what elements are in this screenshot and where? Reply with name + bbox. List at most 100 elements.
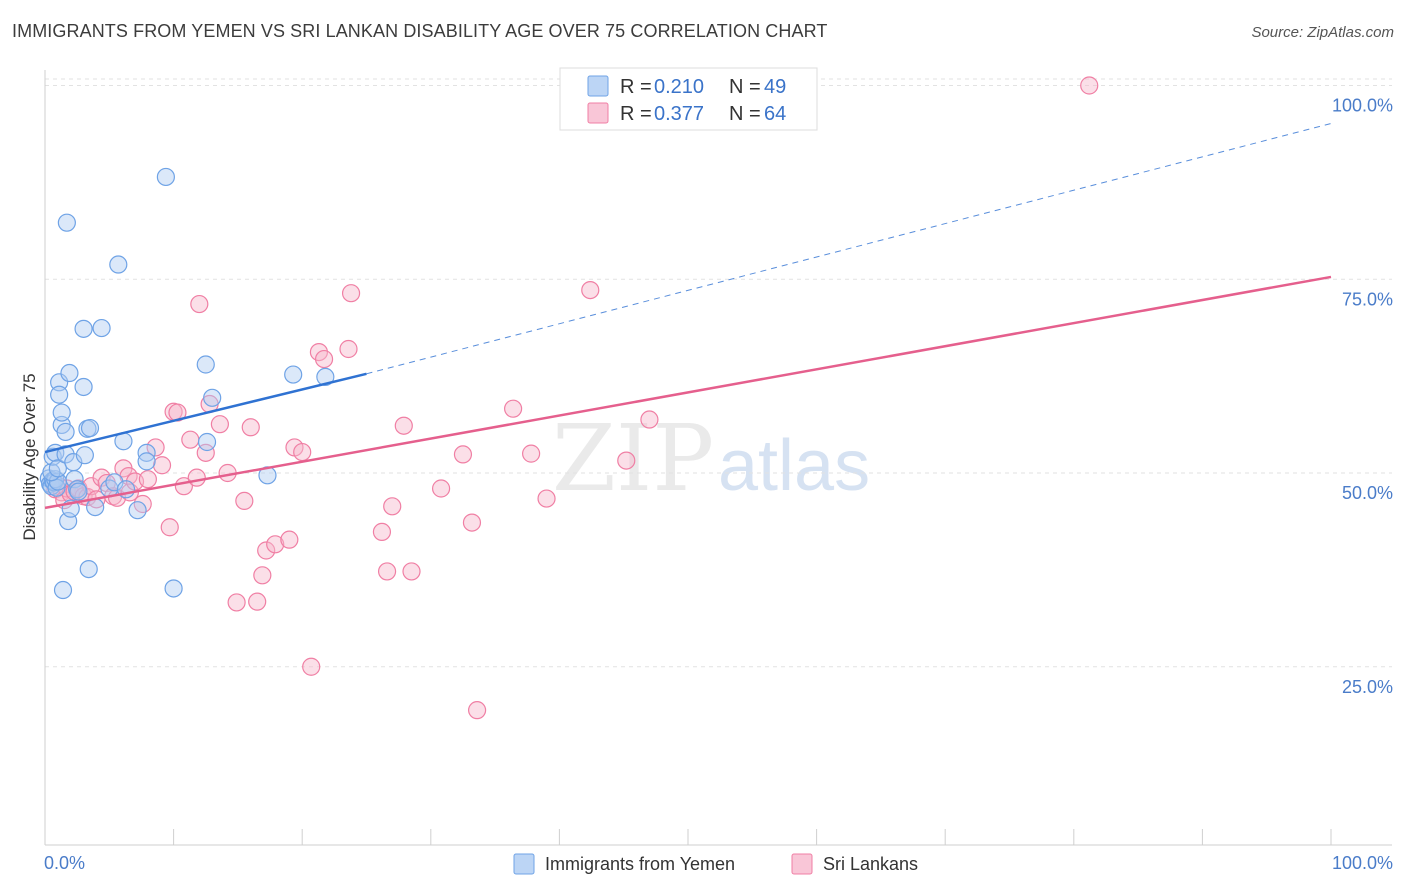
data-point-sri-lankans bbox=[467, 701, 487, 720]
data-point-sri-lankans bbox=[227, 593, 246, 612]
data-point-immigrants-from-yemen bbox=[197, 432, 217, 452]
data-point-sri-lankans bbox=[372, 522, 392, 542]
data-point-sri-lankans bbox=[280, 530, 299, 549]
data-point-immigrants-from-yemen bbox=[316, 367, 335, 386]
data-point-immigrants-from-yemen bbox=[80, 418, 100, 438]
data-point-immigrants-from-yemen bbox=[128, 501, 147, 520]
data-point-sri-lankans bbox=[504, 399, 523, 418]
series-sri-lankans bbox=[46, 76, 1099, 720]
data-point-immigrants-from-yemen bbox=[79, 559, 98, 579]
data-point-immigrants-from-yemen bbox=[203, 388, 222, 407]
data-point-sri-lankans bbox=[146, 438, 165, 457]
data-point-sri-lankans bbox=[339, 339, 358, 359]
data-point-sri-lankans bbox=[402, 562, 421, 581]
data-point-sri-lankans bbox=[383, 497, 402, 516]
data-point-immigrants-from-yemen bbox=[53, 580, 73, 600]
data-point-immigrants-from-yemen bbox=[74, 319, 93, 338]
data-point-immigrants-from-yemen bbox=[156, 167, 175, 187]
legend-n-label-sri-lankans: N = bbox=[729, 103, 761, 125]
data-point-sri-lankans bbox=[138, 470, 157, 489]
data-point-immigrants-from-yemen bbox=[52, 403, 71, 422]
data-point-immigrants-from-yemen bbox=[164, 579, 183, 598]
data-point-immigrants-from-yemen bbox=[75, 446, 94, 465]
data-point-sri-lankans bbox=[253, 566, 272, 585]
watermark-zip: ZIP bbox=[552, 405, 714, 512]
data-point-sri-lankans bbox=[377, 562, 397, 581]
trend-line-sri-lankans bbox=[44, 275, 1332, 510]
legend-r-value-sri-lankans: 0.377 bbox=[654, 103, 704, 125]
data-point-sri-lankans bbox=[314, 349, 334, 369]
legend-swatch-sri-lankans bbox=[587, 102, 609, 124]
data-point-immigrants-from-yemen bbox=[69, 482, 88, 501]
data-point-sri-lankans bbox=[522, 444, 541, 463]
data-point-immigrants-from-yemen bbox=[57, 213, 76, 232]
data-point-sri-lankans bbox=[187, 468, 206, 487]
legend-r-value-yemen: 0.210 bbox=[654, 76, 704, 98]
data-point-sri-lankans bbox=[1080, 76, 1099, 95]
x-axis-ticks bbox=[44, 829, 1332, 845]
x-tick-label-max: 100.0% bbox=[1332, 853, 1393, 873]
watermark-atlas: atlas bbox=[718, 426, 870, 506]
bottom-legend-swatch-sri-lankans bbox=[791, 853, 813, 875]
data-point-immigrants-from-yemen bbox=[60, 363, 79, 383]
legend-n-value-sri-lankans: 64 bbox=[764, 103, 786, 125]
data-point-sri-lankans bbox=[394, 416, 413, 435]
y-tick-label: 75.0% bbox=[1342, 289, 1393, 309]
data-point-immigrants-from-yemen bbox=[196, 355, 215, 374]
y-tick-label: 25.0% bbox=[1342, 677, 1393, 697]
bottom-legend-label-sri-lankans: Sri Lankans bbox=[823, 854, 918, 874]
y-axis-label: Disability Age Over 75 bbox=[20, 373, 39, 540]
source-credit: Source: ZipAtlas.com bbox=[1251, 24, 1394, 41]
legend-swatch-yemen bbox=[587, 75, 609, 97]
data-point-sri-lankans bbox=[241, 418, 260, 437]
series-legend: Immigrants from Yemen Sri Lankans bbox=[513, 853, 918, 875]
data-point-sri-lankans bbox=[302, 657, 321, 676]
bottom-legend-swatch-yemen bbox=[513, 853, 535, 875]
legend-r-label-sri-lankans: R = bbox=[620, 103, 652, 125]
y-tick-label: 100.0% bbox=[1332, 96, 1393, 116]
legend-r-label-yemen: R = bbox=[620, 76, 652, 98]
gridlines bbox=[45, 78, 1392, 668]
data-point-immigrants-from-yemen bbox=[50, 385, 69, 404]
trend-lines bbox=[44, 122, 1332, 510]
data-point-sri-lankans bbox=[453, 445, 473, 464]
data-point-sri-lankans bbox=[581, 281, 600, 300]
data-point-immigrants-from-yemen bbox=[92, 318, 111, 338]
data-point-sri-lankans bbox=[190, 294, 209, 314]
legend-n-label-yemen: N = bbox=[729, 76, 761, 98]
data-point-immigrants-from-yemen bbox=[50, 373, 69, 392]
data-point-sri-lankans bbox=[266, 535, 285, 554]
data-point-sri-lankans bbox=[293, 442, 312, 462]
y-tick-labels: 25.0% 50.0% 75.0% 100.0% bbox=[1332, 96, 1393, 697]
trend-line-yemen-extended bbox=[366, 122, 1332, 375]
trend-line-yemen bbox=[44, 372, 367, 454]
data-point-immigrants-from-yemen bbox=[48, 459, 67, 478]
data-point-immigrants-from-yemen bbox=[284, 365, 303, 384]
data-point-sri-lankans bbox=[248, 592, 267, 611]
data-point-sri-lankans bbox=[235, 491, 254, 510]
data-point-immigrants-from-yemen bbox=[137, 452, 156, 471]
data-point-immigrants-from-yemen bbox=[56, 422, 75, 442]
data-point-immigrants-from-yemen bbox=[74, 377, 93, 397]
data-point-sri-lankans bbox=[462, 513, 482, 532]
bottom-legend-label-yemen: Immigrants from Yemen bbox=[545, 854, 735, 874]
data-point-immigrants-from-yemen bbox=[105, 473, 124, 492]
data-point-sri-lankans bbox=[257, 541, 276, 560]
y-tick-label: 50.0% bbox=[1342, 483, 1393, 503]
chart-title: IMMIGRANTS FROM YEMEN VS SRI LANKAN DISA… bbox=[12, 21, 828, 41]
data-point-sri-lankans bbox=[160, 518, 179, 537]
data-point-sri-lankans bbox=[640, 410, 659, 429]
data-point-sri-lankans bbox=[537, 489, 556, 508]
data-point-immigrants-from-yemen bbox=[109, 255, 128, 274]
data-point-sri-lankans bbox=[152, 456, 172, 475]
data-point-sri-lankans bbox=[617, 451, 636, 470]
data-point-sri-lankans bbox=[181, 430, 200, 449]
data-point-sri-lankans bbox=[210, 415, 229, 434]
legend-n-value-yemen: 49 bbox=[764, 76, 786, 98]
correlation-legend: R = 0.210 N = 49 R = 0.377 N = 64 bbox=[559, 67, 818, 131]
data-point-sri-lankans bbox=[341, 284, 361, 303]
data-point-sri-lankans bbox=[431, 479, 451, 498]
x-tick-label-min: 0.0% bbox=[44, 853, 85, 873]
